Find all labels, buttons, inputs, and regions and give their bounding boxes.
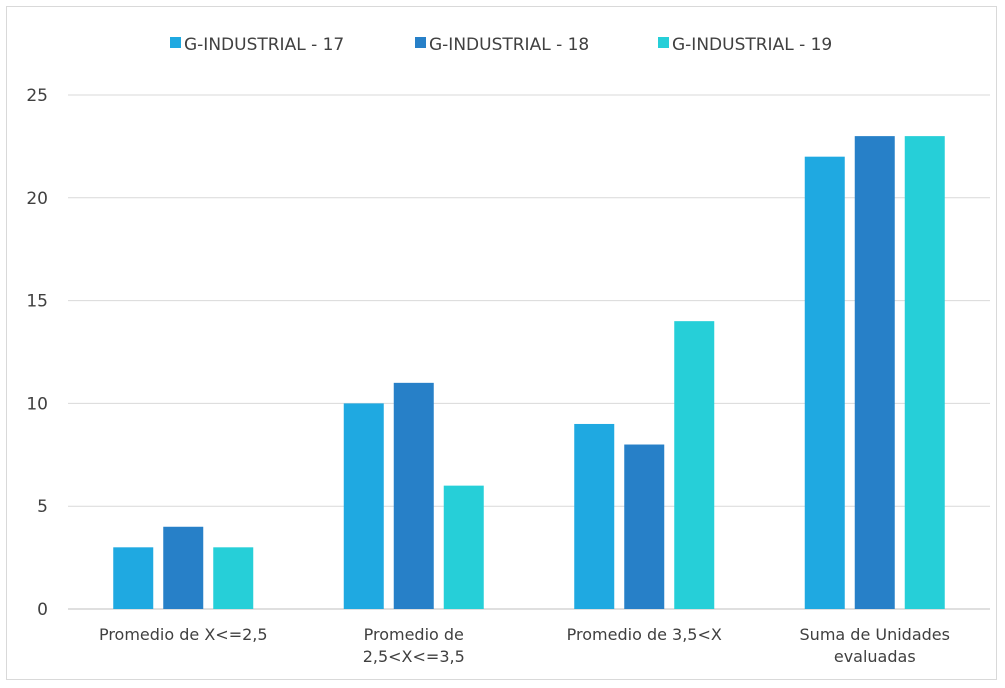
bar	[854, 136, 895, 609]
x-category-label: Promedio de 3,5<X	[567, 625, 722, 644]
bar	[674, 321, 715, 609]
x-category-label: Promedio de	[364, 625, 464, 644]
bar	[113, 547, 154, 609]
x-category-label: evaluadas	[834, 647, 916, 666]
bar	[213, 547, 254, 609]
legend-swatch	[415, 37, 426, 48]
legend-label: G-INDUSTRIAL - 17	[184, 35, 344, 55]
bar	[574, 423, 615, 609]
y-tick-label: 5	[37, 497, 48, 517]
bars	[113, 136, 945, 609]
y-tick-label: 20	[26, 189, 48, 209]
y-tick-label: 15	[26, 292, 48, 312]
legend-label: G-INDUSTRIAL - 18	[429, 35, 589, 55]
x-category-label: Promedio de X<=2,5	[99, 625, 268, 644]
legend-swatch	[170, 37, 181, 48]
bar	[804, 156, 845, 609]
bar	[343, 403, 384, 609]
y-tick-label: 0	[37, 600, 48, 620]
legend-swatch	[658, 37, 669, 48]
bar	[904, 136, 945, 609]
legend: G-INDUSTRIAL - 17 G-INDUSTRIAL - 18 G-INDU…	[170, 35, 832, 55]
bar	[163, 526, 204, 609]
x-category-label: Suma de Unidades	[800, 625, 950, 644]
x-axis: Promedio de X<=2,5 Promedio de 2,5<X<=3,5 P…	[99, 625, 950, 666]
y-axis: 0 5 10 15 20 25	[26, 86, 48, 620]
legend-label: G-INDUSTRIAL - 19	[672, 35, 832, 55]
y-tick-label: 25	[26, 86, 48, 106]
bar	[393, 382, 434, 609]
bar	[443, 485, 484, 609]
bar	[624, 444, 665, 609]
x-category-label: 2,5<X<=3,5	[363, 647, 465, 666]
y-tick-label: 10	[26, 394, 48, 414]
gridlines	[68, 94, 990, 610]
